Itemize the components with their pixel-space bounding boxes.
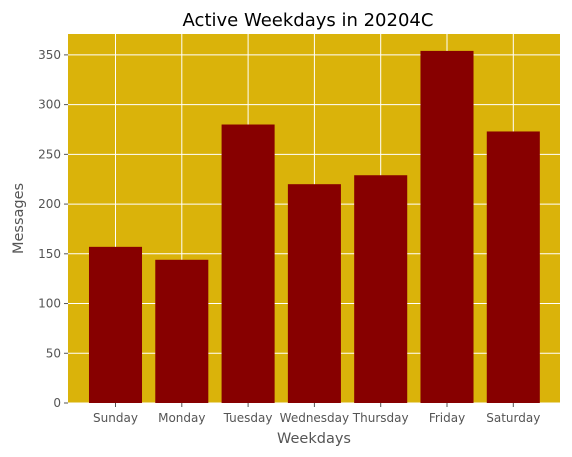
y-tick-label: 150 (38, 247, 61, 261)
bar-monday (155, 259, 209, 403)
bar-sunday (88, 246, 143, 403)
bar-friday (420, 50, 474, 403)
x-tick-label: Wednesday (280, 411, 349, 425)
bars (88, 50, 540, 404)
chart-title: Active Weekdays in 20204C (183, 10, 434, 31)
bar-wednesday (287, 184, 341, 403)
x-axis-label: Weekdays (277, 431, 351, 447)
bar-saturday (486, 131, 540, 404)
y-axis-ticks: 0 50 100 150 200 250 300 350 (38, 48, 68, 410)
y-tick-label: 200 (38, 197, 61, 211)
y-axis-label: Messages (11, 183, 27, 254)
bar-thursday (354, 175, 408, 403)
y-tick-label: 300 (38, 98, 61, 112)
y-tick-label: 0 (53, 396, 61, 410)
y-tick-label: 50 (46, 346, 61, 360)
y-tick-label: 250 (38, 147, 61, 161)
x-tick-label: Monday (158, 411, 205, 425)
x-tick-label: Sunday (93, 411, 138, 425)
x-tick-label: Saturday (486, 411, 540, 425)
x-tick-label: Tuesday (223, 411, 273, 425)
y-tick-label: 100 (38, 297, 61, 311)
x-axis-ticks: Sunday Monday Tuesday Wednesday Thursday Frid… (93, 403, 540, 425)
bar-tuesday (221, 124, 275, 404)
x-tick-label: Friday (429, 411, 465, 425)
x-tick-label: Thursday (352, 411, 409, 425)
y-tick-label: 350 (38, 48, 61, 62)
